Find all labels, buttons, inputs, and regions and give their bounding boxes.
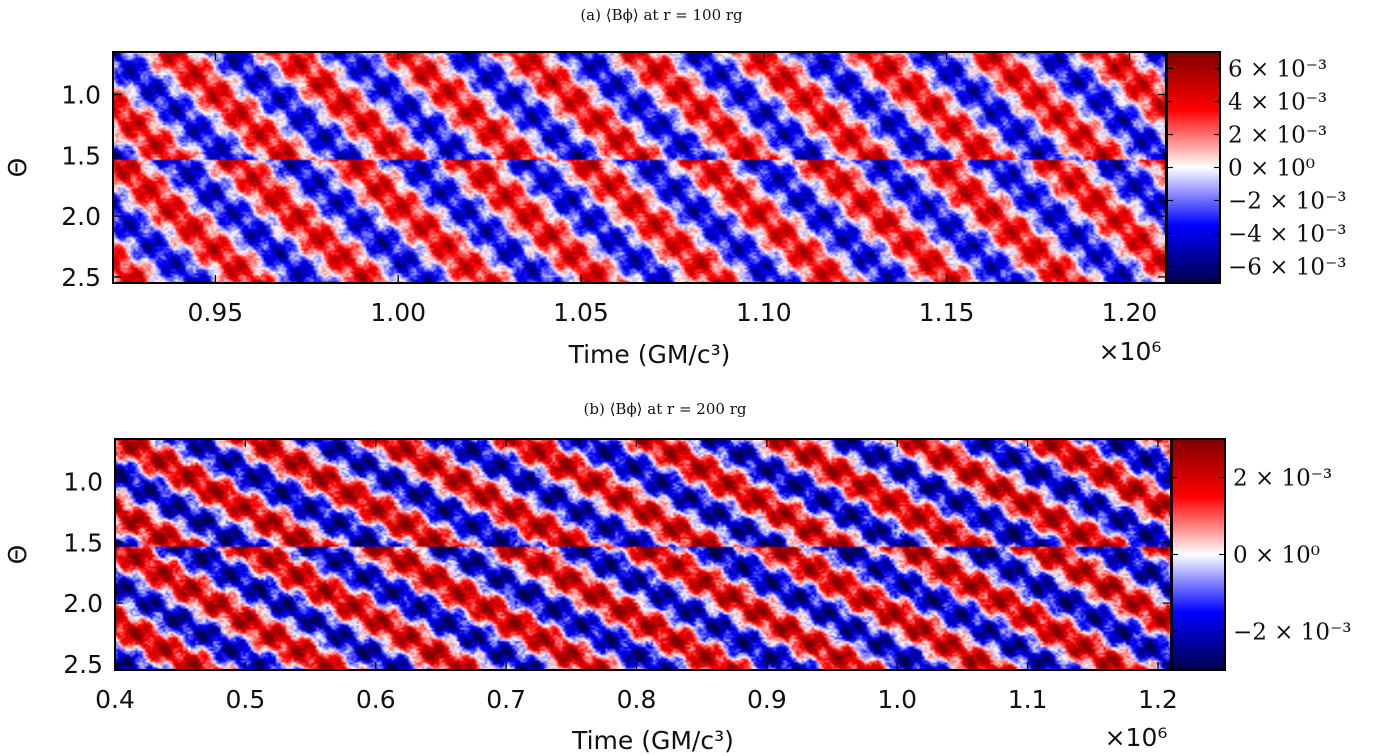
colorbar-tick-label: 0 × 10⁰	[1233, 543, 1320, 569]
colorbar-tick-label: 6 × 10⁻³	[1228, 57, 1327, 83]
y-tick-label: 1.5	[63, 528, 103, 557]
y-tick-label: 1.0	[61, 81, 101, 110]
panel-title: (a) ⟨Bϕ⟩ at r = 100 rg	[580, 6, 743, 24]
x-tick-label: 0.95	[188, 298, 244, 327]
y-tick-label: 1.0	[63, 468, 103, 497]
colorbar-tick-label: 4 × 10⁻³	[1228, 90, 1327, 116]
x-tick-label: 1.1	[1008, 685, 1048, 714]
x-tick-label: 0.9	[747, 685, 787, 714]
colorbar	[1171, 438, 1226, 671]
x-tick-label: 1.0	[877, 685, 917, 714]
y-tick-label: 2.0	[63, 589, 103, 618]
colorbar-tick-label: −4 × 10⁻³	[1228, 222, 1346, 248]
x-axis-label: Time (GM/c³)	[571, 726, 734, 755]
colorbar-tick-label: −6 × 10⁻³	[1228, 255, 1346, 281]
panel-a: (a) ⟨Bϕ⟩ at r = 100 rg 0.95 1.00 1.05 1.10 1.…	[3, 6, 1346, 369]
panel-title: (b) ⟨Bϕ⟩ at r = 200 rg	[584, 400, 747, 418]
x-tick-label: 1.10	[736, 298, 792, 327]
x-multiplier-label: ×10⁶	[1099, 337, 1162, 366]
y-tick-label: 2.0	[61, 202, 101, 231]
x-multiplier-label: ×10⁶	[1105, 723, 1168, 752]
y-tick-label: 1.5	[61, 141, 101, 170]
heatmap-image	[113, 52, 1166, 283]
colorbar-tick-label: 2 × 10⁻³	[1228, 123, 1327, 149]
colorbar-tick-label: 2 × 10⁻³	[1233, 466, 1332, 492]
colorbar-tick-label: −2 × 10⁻³	[1228, 189, 1346, 215]
colorbar-tick-label: 0 × 10⁰	[1228, 156, 1315, 182]
x-tick-label: 0.4	[95, 685, 135, 714]
x-tick-label: 0.7	[486, 685, 526, 714]
x-axis-label: Time (GM/c³)	[568, 340, 731, 369]
y-tick-label: 2.5	[61, 263, 101, 292]
x-tick-label: 0.6	[356, 685, 396, 714]
x-tick-label: 1.05	[553, 298, 609, 327]
x-tick-label: 1.15	[919, 298, 975, 327]
y-tick-label: 2.5	[63, 650, 103, 679]
heatmap-image	[115, 439, 1171, 670]
y-axis-label: Θ	[3, 158, 32, 178]
x-tick-label: 0.8	[617, 685, 657, 714]
x-tick-label: 1.20	[1102, 298, 1158, 327]
x-tick-label: 0.5	[225, 685, 265, 714]
colorbar-tick-label: −2 × 10⁻³	[1233, 620, 1351, 646]
colorbar	[1166, 51, 1221, 284]
x-tick-label: 1.2	[1138, 685, 1178, 714]
x-tick-label: 1.00	[370, 298, 426, 327]
y-axis-label: Θ	[3, 545, 32, 565]
panel-b: (b) ⟨Bϕ⟩ at r = 200 rg 0.4 0.5 0.6 0.7 0.8 0.9…	[3, 400, 1351, 755]
